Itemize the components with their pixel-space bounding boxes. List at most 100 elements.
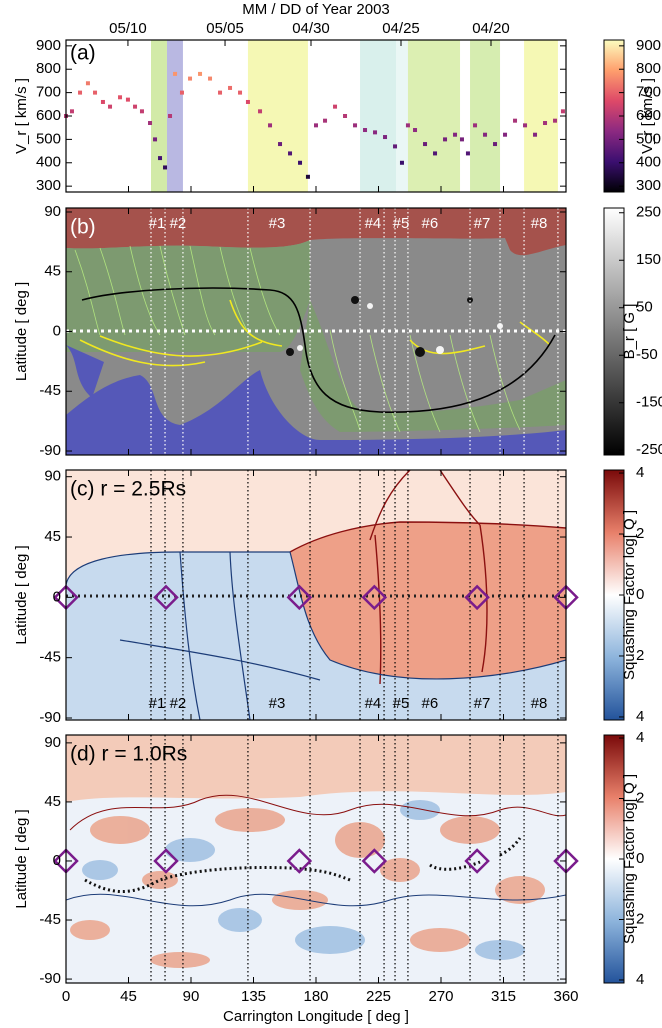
footpoint-marker xyxy=(153,848,179,874)
data-point xyxy=(133,104,138,109)
event-label: #7 xyxy=(474,695,491,712)
q-map-high xyxy=(66,470,566,720)
panel-label: (d) r = 1.0Rs xyxy=(70,743,187,766)
x-tick-label: 360 xyxy=(553,988,578,1005)
event-label: #3 xyxy=(269,215,286,232)
colorbar-tick-label: -50 xyxy=(636,346,658,363)
br-map xyxy=(66,208,566,455)
x-tick-label: 0 xyxy=(62,988,70,1005)
colorbar-tick-label: -250 xyxy=(636,441,662,458)
y-tick-label: -90 xyxy=(39,709,61,726)
data-point xyxy=(238,90,243,95)
data-point xyxy=(153,137,158,142)
event-label: #5 xyxy=(393,215,410,232)
y-tick-label: -45 xyxy=(39,382,61,399)
data-point xyxy=(245,99,250,104)
panel-label: (b) xyxy=(70,216,96,239)
y-tick-label: 45 xyxy=(44,528,61,545)
y-tick-label: 45 xyxy=(44,263,61,280)
colorbar-tick-label: 0 xyxy=(636,586,644,603)
colorbar-tick-label: 300 xyxy=(636,177,661,194)
event-label: #4 xyxy=(365,695,382,712)
data-point xyxy=(453,132,458,137)
event-label: #5 xyxy=(393,695,410,712)
colorbar-tick-label: 400 xyxy=(636,154,661,171)
shaded-band xyxy=(360,40,396,192)
event-label: #7 xyxy=(474,215,491,232)
event-label: #2 xyxy=(170,695,187,712)
colorbar-label: B_r [ G ] xyxy=(621,304,638,360)
panel: 300 400 500 600 700 800 900 05/10 05/05 04/30 04/2… xyxy=(13,1,661,194)
data-point xyxy=(78,90,83,95)
event-label: #1 xyxy=(149,215,166,232)
colorbar-tick-label: 2 xyxy=(636,910,644,927)
data-point xyxy=(258,109,263,114)
data-point xyxy=(188,76,193,81)
x2-tick-label: 04/20 xyxy=(472,20,510,37)
data-point xyxy=(443,137,448,142)
data-point xyxy=(148,121,153,126)
y-tick-label: 45 xyxy=(44,793,61,810)
data-point xyxy=(363,128,368,133)
data-point xyxy=(288,151,293,156)
data-point xyxy=(268,123,273,128)
y-tick-label: 0 xyxy=(53,322,61,339)
x2-axis-label: MM / DD of Year 2003 xyxy=(242,1,390,18)
data-point xyxy=(405,123,410,128)
data-point xyxy=(333,104,338,109)
colorbar-tick-label: 600 xyxy=(636,107,661,124)
event-label: #6 xyxy=(422,215,439,232)
x-tick-label: 315 xyxy=(491,988,516,1005)
data-point xyxy=(373,130,378,135)
data-point xyxy=(533,132,538,137)
shaded-band xyxy=(396,40,408,192)
footpoint-marker xyxy=(464,584,490,611)
event-label: #2 xyxy=(170,215,187,232)
data-point xyxy=(69,109,74,114)
data-point xyxy=(383,135,388,140)
shaded-band xyxy=(524,40,558,192)
x-axis-label: Carrington Longitude [ deg ] xyxy=(223,1008,409,1025)
event-label: #8 xyxy=(531,695,548,712)
data-point xyxy=(305,174,310,179)
colorbar-tick-label: 4 xyxy=(636,464,644,481)
y-tick-label: -45 xyxy=(39,649,61,666)
footpoint-marker xyxy=(286,848,313,874)
data-point xyxy=(314,123,318,128)
footpoint-marker xyxy=(153,584,179,611)
y-tick-label: 90 xyxy=(44,203,61,220)
y-tick-label: -90 xyxy=(39,970,61,987)
y-tick-label: 400 xyxy=(36,154,61,171)
data-point xyxy=(218,90,223,95)
data-point xyxy=(353,123,358,128)
x-tick-label: 90 xyxy=(183,988,200,1005)
data-point xyxy=(85,81,90,86)
panel: -90 -45 0 45 90 0 45 90 135 180 225 270 315 360 Carrin… xyxy=(13,729,644,1025)
y-tick-label: 90 xyxy=(44,734,61,751)
y-tick-label: 90 xyxy=(44,468,61,485)
shaded-band xyxy=(151,40,167,192)
y-axis-label: Latitude [ deg ] xyxy=(13,809,30,908)
event-label: #8 xyxy=(531,215,548,232)
footpoint-marker xyxy=(464,848,490,874)
data-point xyxy=(278,142,283,147)
shaded-band xyxy=(470,40,501,192)
colorbar-tick-label: 2 xyxy=(636,525,644,542)
y-tick-label: -45 xyxy=(39,911,61,928)
panel-label: (c) r = 2.5Rs xyxy=(70,478,186,501)
data-point xyxy=(100,99,105,104)
colorbar-label: Squashing Factor log[ Q ] xyxy=(621,510,638,680)
panel-label: (a) xyxy=(70,42,96,65)
data-point xyxy=(163,165,168,170)
data-point xyxy=(465,151,470,156)
x2-tick-label: 05/05 xyxy=(206,20,244,37)
colorbar-label: Squashing Factor log[ Q ] xyxy=(621,774,638,944)
data-point xyxy=(513,118,518,123)
x-tick-label: 135 xyxy=(241,988,266,1005)
colorbar-tick-label: 2 xyxy=(636,789,644,806)
colorbar-tick-label: 4 xyxy=(636,729,644,746)
data-point xyxy=(323,118,328,123)
colorbar-tick-label: 700 xyxy=(636,84,661,101)
data-point xyxy=(125,97,130,102)
y-axis-label: V_r [ km/s ] xyxy=(13,78,30,154)
